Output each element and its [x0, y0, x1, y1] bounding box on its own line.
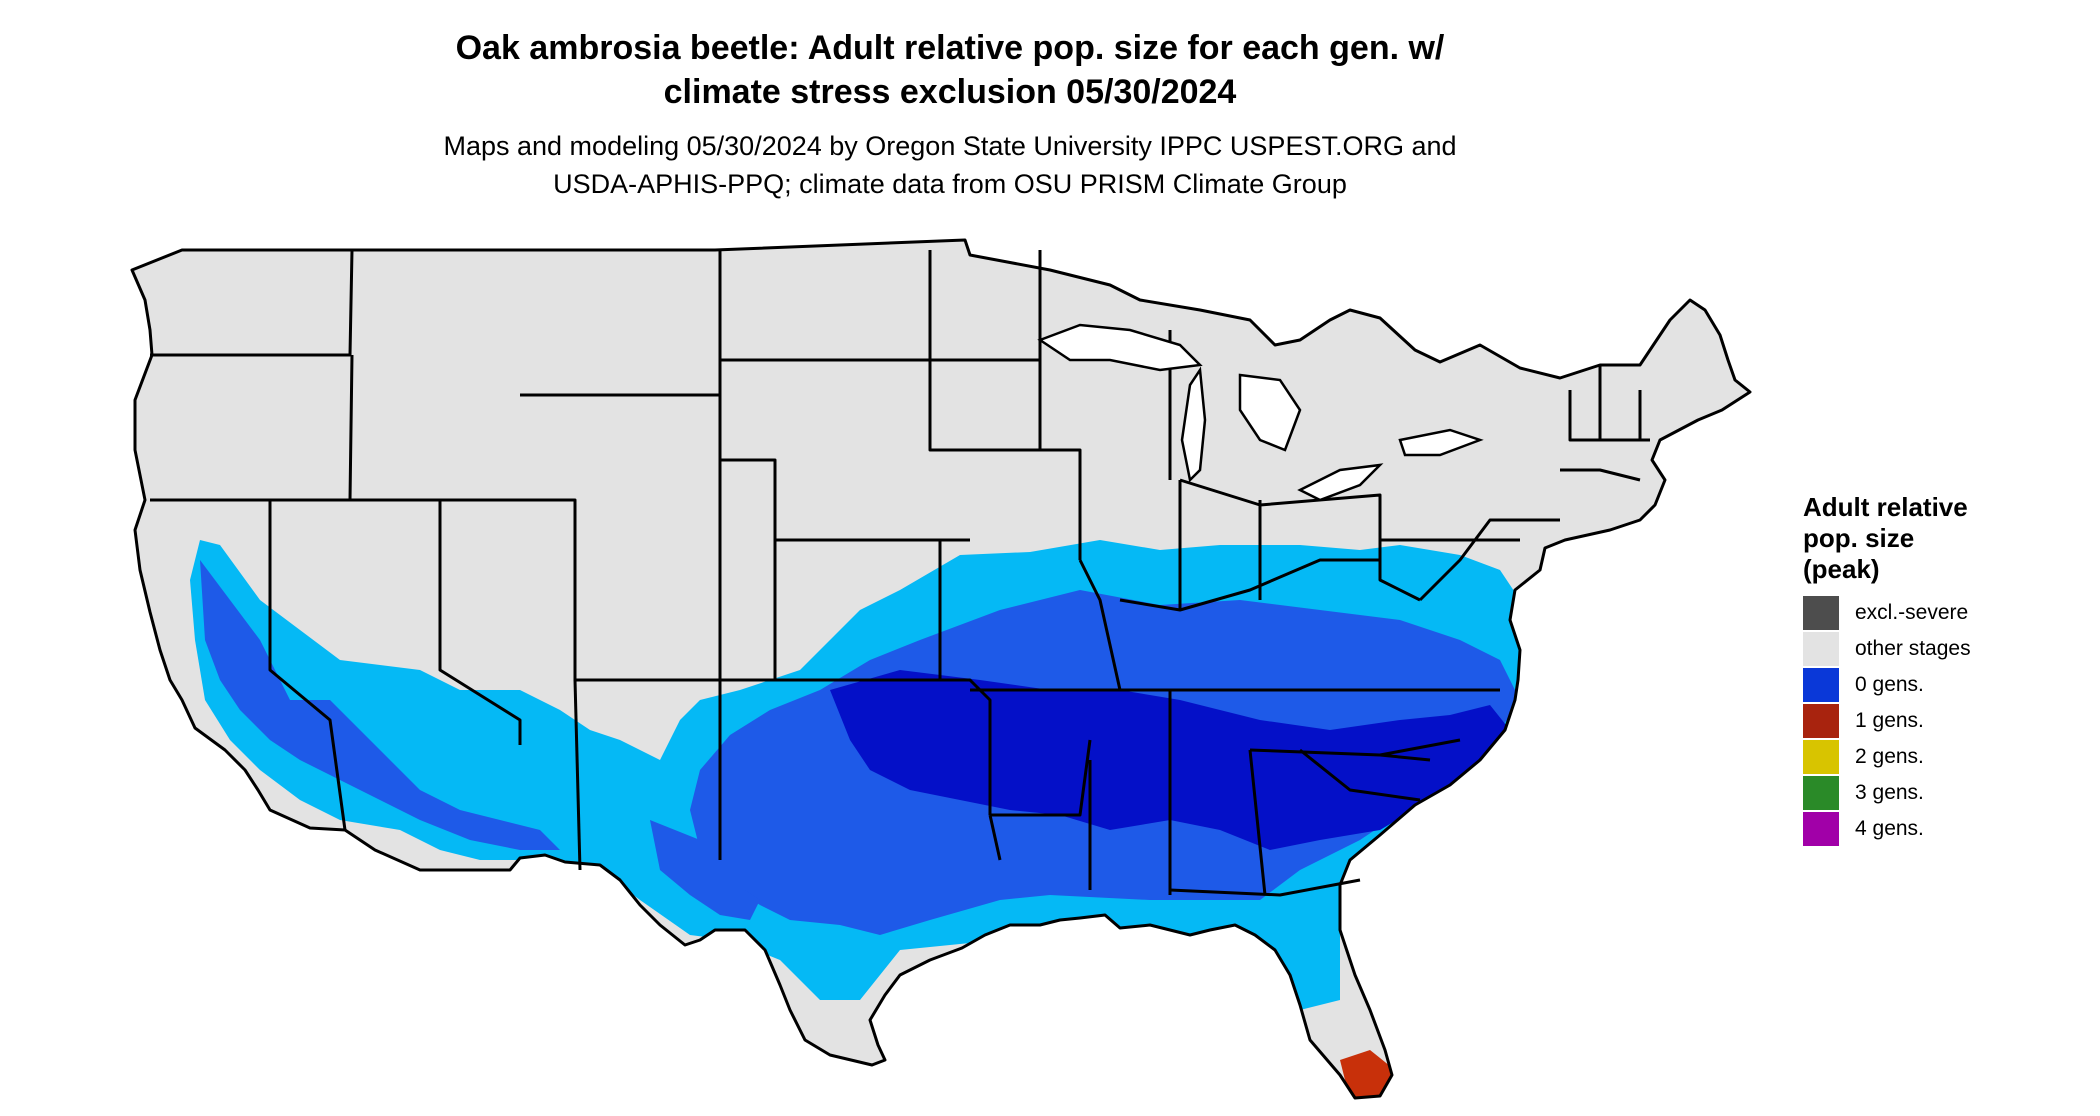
legend-item-4-gens: 4 gens. [1803, 811, 2083, 847]
legend: Adult relative pop. size (peak) excl.-se… [1803, 492, 2083, 847]
map-title: Oak ambrosia beetle: Adult relative pop.… [300, 26, 1600, 114]
legend-label: 3 gens. [1855, 781, 1924, 804]
legend-item-excl-severe: excl.-severe [1803, 595, 2083, 631]
legend-label: 0 gens. [1855, 673, 1924, 696]
subtitle-line-1: Maps and modeling 05/30/2024 by Oregon S… [443, 131, 1457, 161]
legend-swatch [1803, 740, 1839, 774]
legend-title: Adult relative pop. size (peak) [1803, 492, 2083, 585]
legend-item-1-gens: 1 gens. [1803, 703, 2083, 739]
map-subtitle: Maps and modeling 05/30/2024 by Oregon S… [300, 127, 1600, 203]
legend-swatch [1803, 668, 1839, 702]
state-borders [130, 238, 1752, 1100]
legend-swatch [1803, 812, 1839, 846]
south-florida-red [1340, 1050, 1395, 1098]
legend-label: 4 gens. [1855, 817, 1924, 840]
southwest-shading [200, 560, 560, 850]
legend-item-2-gens: 2 gens. [1803, 739, 2083, 775]
legend-label: excl.-severe [1855, 601, 1969, 624]
west-texas-shading [650, 820, 760, 920]
lake-michigan [1180, 366, 1207, 483]
legend-swatch [1803, 776, 1839, 810]
legend-item-0-gens: 0 gens. [1803, 667, 2083, 703]
legend-title-line-3: (peak) [1803, 554, 1880, 584]
title-line-1: Oak ambrosia beetle: Adult relative pop.… [455, 29, 1445, 67]
legend-swatch [1803, 596, 1839, 630]
subtitle-line-2: USDA-APHIS-PPQ; climate data from OSU PR… [553, 169, 1347, 199]
legend-label: other stages [1855, 637, 1971, 660]
legend-label: 2 gens. [1855, 745, 1924, 768]
legend-item-other-stages: other stages [1803, 631, 2083, 667]
legend-title-line-2: pop. size [1803, 523, 1915, 553]
lake-superior [1037, 323, 1203, 372]
legend-swatch [1803, 632, 1839, 666]
lake-erie [1297, 463, 1384, 502]
legend-swatch [1803, 704, 1839, 738]
lake-huron [1238, 373, 1302, 452]
great-lakes [1037, 323, 1484, 502]
legend-title-line-1: Adult relative [1803, 492, 1968, 522]
title-line-2: climate stress exclusion 05/30/2024 [663, 73, 1237, 111]
lake-ontario [1398, 428, 1484, 457]
legend-item-3-gens: 3 gens. [1803, 775, 2083, 811]
legend-label: 1 gens. [1855, 709, 1924, 732]
